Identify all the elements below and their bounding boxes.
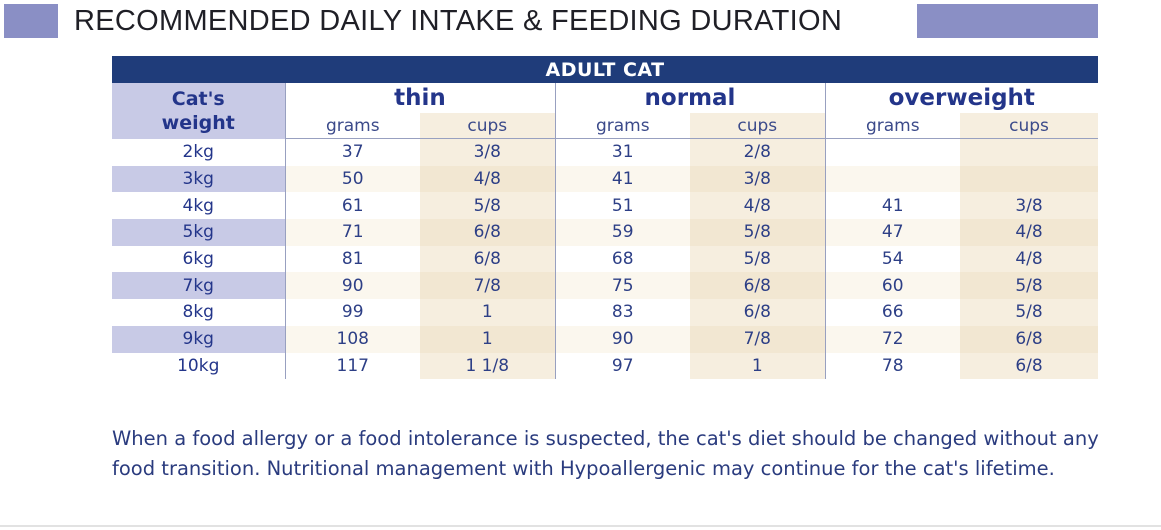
table-caption: ADULT CAT [112, 56, 1099, 83]
group-header-thin: thin [285, 83, 556, 113]
table-row: 9kg 108 1 90 7/8 72 6/8 [112, 325, 1099, 353]
overweight-grams-cell: 47 [825, 219, 960, 246]
thin-cups-cell: 4/8 [420, 165, 556, 193]
weight-cell: 10kg [112, 352, 286, 380]
group-header-row: Cat's weight thin normal overweight [112, 83, 1098, 139]
overweight-cups-cell: 3/8 [960, 192, 1099, 220]
normal-cups-cell: 2/8 [690, 138, 826, 166]
overweight-grams-cell: 78 [881, 355, 904, 376]
table-row: 3kg 50 4/8 41 3/8 [112, 165, 1099, 193]
weight-cell: 4kg [112, 192, 286, 220]
table-row: 2kg 37 3/8 31 2/8 [112, 138, 1099, 166]
normal-grams-cell: 83 [611, 302, 634, 323]
normal-grams-cell: 51 [611, 195, 634, 216]
thin-cups-cell: 1 1/8 [420, 352, 556, 380]
thin-grams-cell: 99 [341, 302, 364, 323]
weight-header-line1: Cat's [171, 87, 225, 110]
thin-grams-cell: 81 [341, 249, 364, 270]
weight-header-line2: weight [161, 111, 235, 134]
table-row: 8kg 99 1 83 6/8 66 5/8 [112, 299, 1099, 326]
normal-cups-cell: 1 [690, 352, 826, 380]
normal-grams-cell: 31 [611, 142, 634, 163]
bottom-divider [0, 525, 1161, 527]
overweight-grams-cell [825, 139, 960, 166]
normal-cups-cell: 5/8 [690, 219, 826, 246]
thin-grams-cell: 90 [285, 272, 420, 300]
normal-grams-cell: 59 [555, 219, 690, 246]
overweight-cups-cell: 5/8 [960, 272, 1099, 300]
normal-cups-cell: 3/8 [690, 165, 826, 193]
overweight-grams-cell: 60 [825, 272, 960, 300]
weight-cell: 2kg [112, 138, 286, 166]
thin-cups-cell: 3/8 [420, 138, 556, 166]
overweight-cups-cell: 5/8 [960, 299, 1099, 326]
thin-cups-cell: 6/8 [420, 219, 556, 246]
thin-cups-cell: 1 [420, 299, 556, 326]
feeding-table: ADULT CAT Cat's weight thin normal overw… [112, 56, 1099, 380]
normal-grams-cell: 68 [611, 249, 634, 270]
thin-grams-cell: 61 [341, 195, 364, 216]
overweight-grams-cell: 54 [881, 249, 904, 270]
normal-cups-cell: 6/8 [690, 272, 826, 300]
normal-cups-cell: 5/8 [690, 245, 826, 273]
thin-cups-cell: 5/8 [420, 192, 556, 220]
normal-grams-cell: 97 [611, 355, 634, 376]
sub-header-grams: grams [285, 113, 420, 139]
weight-cell: 8kg [112, 299, 286, 326]
footnote: When a food allergy or a food intoleranc… [112, 427, 1099, 480]
normal-grams-cell: 41 [555, 165, 690, 193]
overweight-cups-cell: 4/8 [960, 245, 1099, 273]
overweight-cups-cell: 6/8 [960, 325, 1099, 353]
weight-cell: 6kg [112, 245, 286, 273]
table-caption-row: ADULT CAT [112, 56, 1099, 83]
thin-cups-cell: 1 [420, 325, 556, 353]
weight-cell: 5kg [112, 219, 286, 246]
table-row: 5kg 71 6/8 59 5/8 47 4/8 [112, 219, 1099, 246]
overweight-cups-cell: 4/8 [960, 219, 1099, 246]
thin-grams-cell: 37 [341, 142, 364, 163]
overweight-cups-cell [960, 138, 1099, 166]
weight-column-header: Cat's weight [112, 83, 286, 139]
normal-grams-cell: 75 [555, 272, 690, 300]
sub-header-cups: cups [960, 113, 1099, 139]
sub-header-row: grams cups grams cups grams cups [112, 113, 1099, 139]
table-row: 10kg 117 1 1/8 97 1 78 6/8 [112, 352, 1099, 380]
heading-accent-bar-left [4, 4, 58, 38]
weight-cell: 3kg [112, 165, 286, 193]
overweight-grams-cell [825, 165, 960, 193]
group-header-normal: normal [555, 83, 826, 113]
thin-cups-cell: 6/8 [420, 245, 556, 273]
group-header-overweight: overweight [888, 85, 1035, 111]
sub-header-grams: grams [555, 113, 690, 139]
table-row: 7kg 90 7/8 75 6/8 60 5/8 [112, 272, 1099, 300]
thin-grams-cell: 50 [285, 165, 420, 193]
table-row: 6kg 81 6/8 68 5/8 54 4/8 [112, 245, 1099, 273]
overweight-grams-cell: 41 [881, 195, 904, 216]
overweight-grams-cell: 66 [881, 302, 904, 323]
sub-header-cups: cups [420, 113, 556, 139]
table-row: 4kg 61 5/8 51 4/8 41 3/8 [112, 192, 1099, 220]
thin-cups-cell: 7/8 [420, 272, 556, 300]
heading-accent-bar-right [917, 4, 1098, 38]
page-heading: RECOMMENDED DAILY INTAKE & FEEDING DURAT… [74, 5, 843, 37]
normal-cups-cell: 4/8 [690, 192, 826, 220]
weight-cell: 7kg [112, 272, 286, 300]
overweight-cups-cell: 6/8 [960, 352, 1099, 380]
overweight-cups-cell [960, 165, 1099, 193]
thin-grams-cell: 71 [285, 219, 420, 246]
thin-grams-cell: 108 [285, 325, 420, 353]
normal-cups-cell: 7/8 [690, 325, 826, 353]
overweight-grams-cell: 72 [825, 325, 960, 353]
sub-header-grams: grams [825, 113, 960, 139]
thin-grams-cell: 117 [336, 355, 369, 376]
sub-header-cups: cups [690, 113, 826, 139]
normal-cups-cell: 6/8 [690, 299, 826, 326]
weight-cell: 9kg [112, 325, 286, 353]
normal-grams-cell: 90 [555, 325, 690, 353]
